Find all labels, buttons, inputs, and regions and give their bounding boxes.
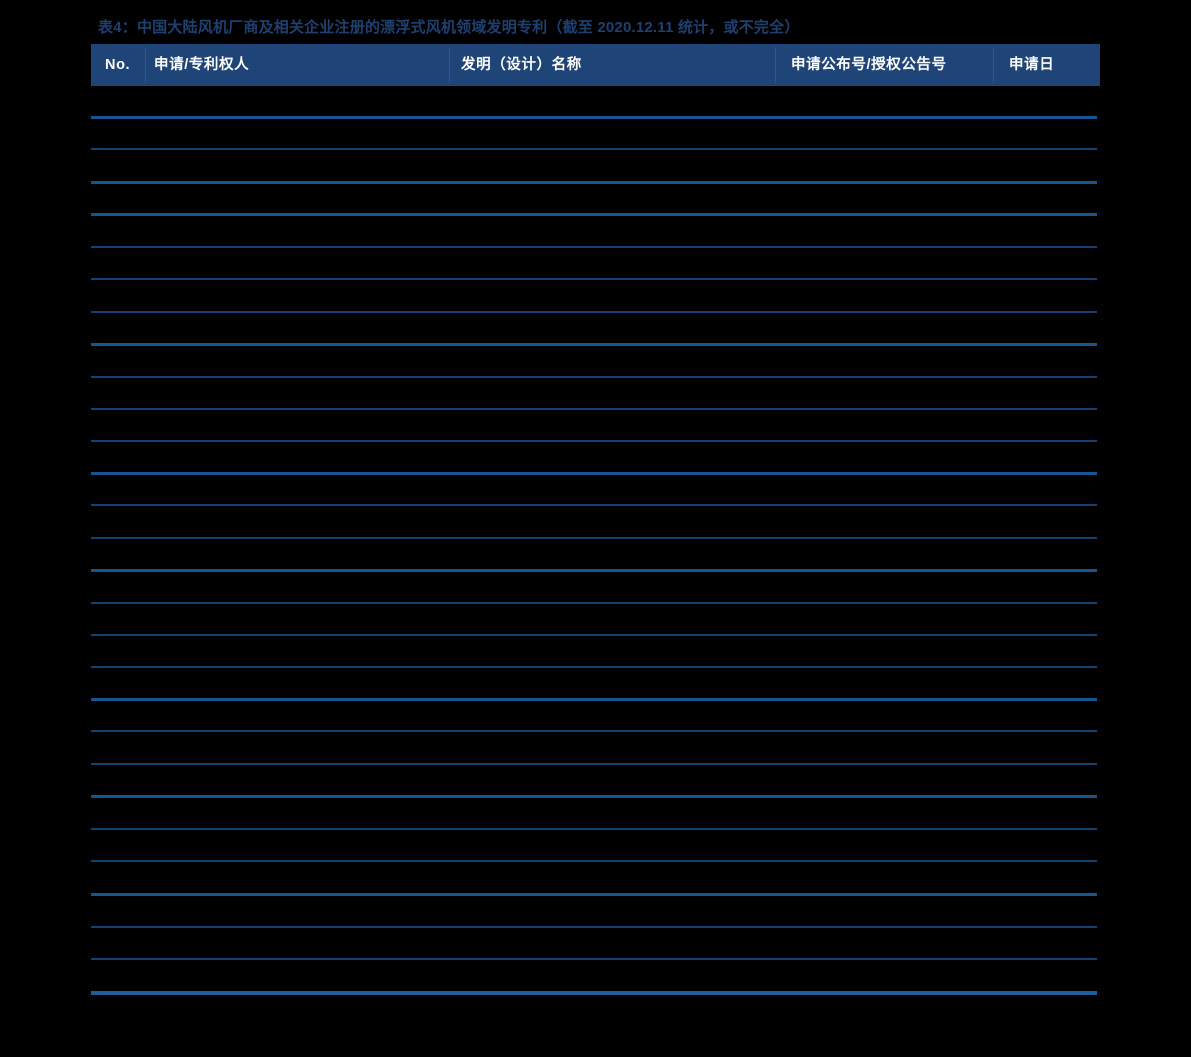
- table-bottom-border: [91, 991, 1097, 995]
- column-header-publication-number: 申请公布号/授权公告号: [791, 57, 947, 73]
- table-row-divider: [91, 763, 1097, 765]
- table-row-divider: [91, 569, 1097, 572]
- table-row-divider: [91, 634, 1097, 636]
- table-row-divider: [91, 116, 1097, 119]
- table-row-divider: [91, 343, 1097, 346]
- header-column-separator-4: [993, 47, 994, 83]
- table-row-divider: [91, 278, 1097, 280]
- table-row-divider: [91, 472, 1097, 475]
- table-row-divider: [91, 537, 1097, 539]
- table-body: [91, 86, 1100, 996]
- header-column-separator-3: [775, 47, 776, 83]
- table-row-divider: [91, 666, 1097, 668]
- table-row-divider: [91, 213, 1097, 216]
- header-column-separator-1: [145, 47, 146, 83]
- table-row-divider: [91, 376, 1097, 378]
- table-title: 表4：中国大陆风机厂商及相关企业注册的漂浮式风机领域发明专利（截至 2020.1…: [98, 19, 800, 36]
- table-row-divider: [91, 504, 1097, 506]
- table-row-divider: [91, 958, 1097, 960]
- column-header-applicant: 申请/专利权人: [154, 57, 250, 73]
- table-row-divider: [91, 893, 1097, 896]
- column-header-application-date: 申请日: [1009, 57, 1055, 73]
- table-row-divider: [91, 181, 1097, 184]
- table-row-divider: [91, 730, 1097, 732]
- table-row-divider: [91, 148, 1097, 150]
- table-header-row: No. 申请/专利权人 发明（设计）名称 申请公布号/授权公告号 申请日: [91, 44, 1100, 86]
- column-header-no: No.: [105, 57, 131, 73]
- table-row-divider: [91, 795, 1097, 798]
- table-row-divider: [91, 246, 1097, 248]
- table-row-divider: [91, 860, 1097, 862]
- table-row-divider: [91, 828, 1097, 830]
- header-column-separator-2: [449, 47, 450, 83]
- column-header-invention-name: 发明（设计）名称: [461, 57, 582, 73]
- table-row-divider: [91, 602, 1097, 604]
- table-row-divider: [91, 408, 1097, 410]
- table-row-divider: [91, 698, 1097, 701]
- table-row-divider: [91, 311, 1097, 313]
- table-row-divider: [91, 926, 1097, 928]
- table-row-divider: [91, 440, 1097, 442]
- table-figure: 表4：中国大陆风机厂商及相关企业注册的漂浮式风机领域发明专利（截至 2020.1…: [91, 0, 1100, 1057]
